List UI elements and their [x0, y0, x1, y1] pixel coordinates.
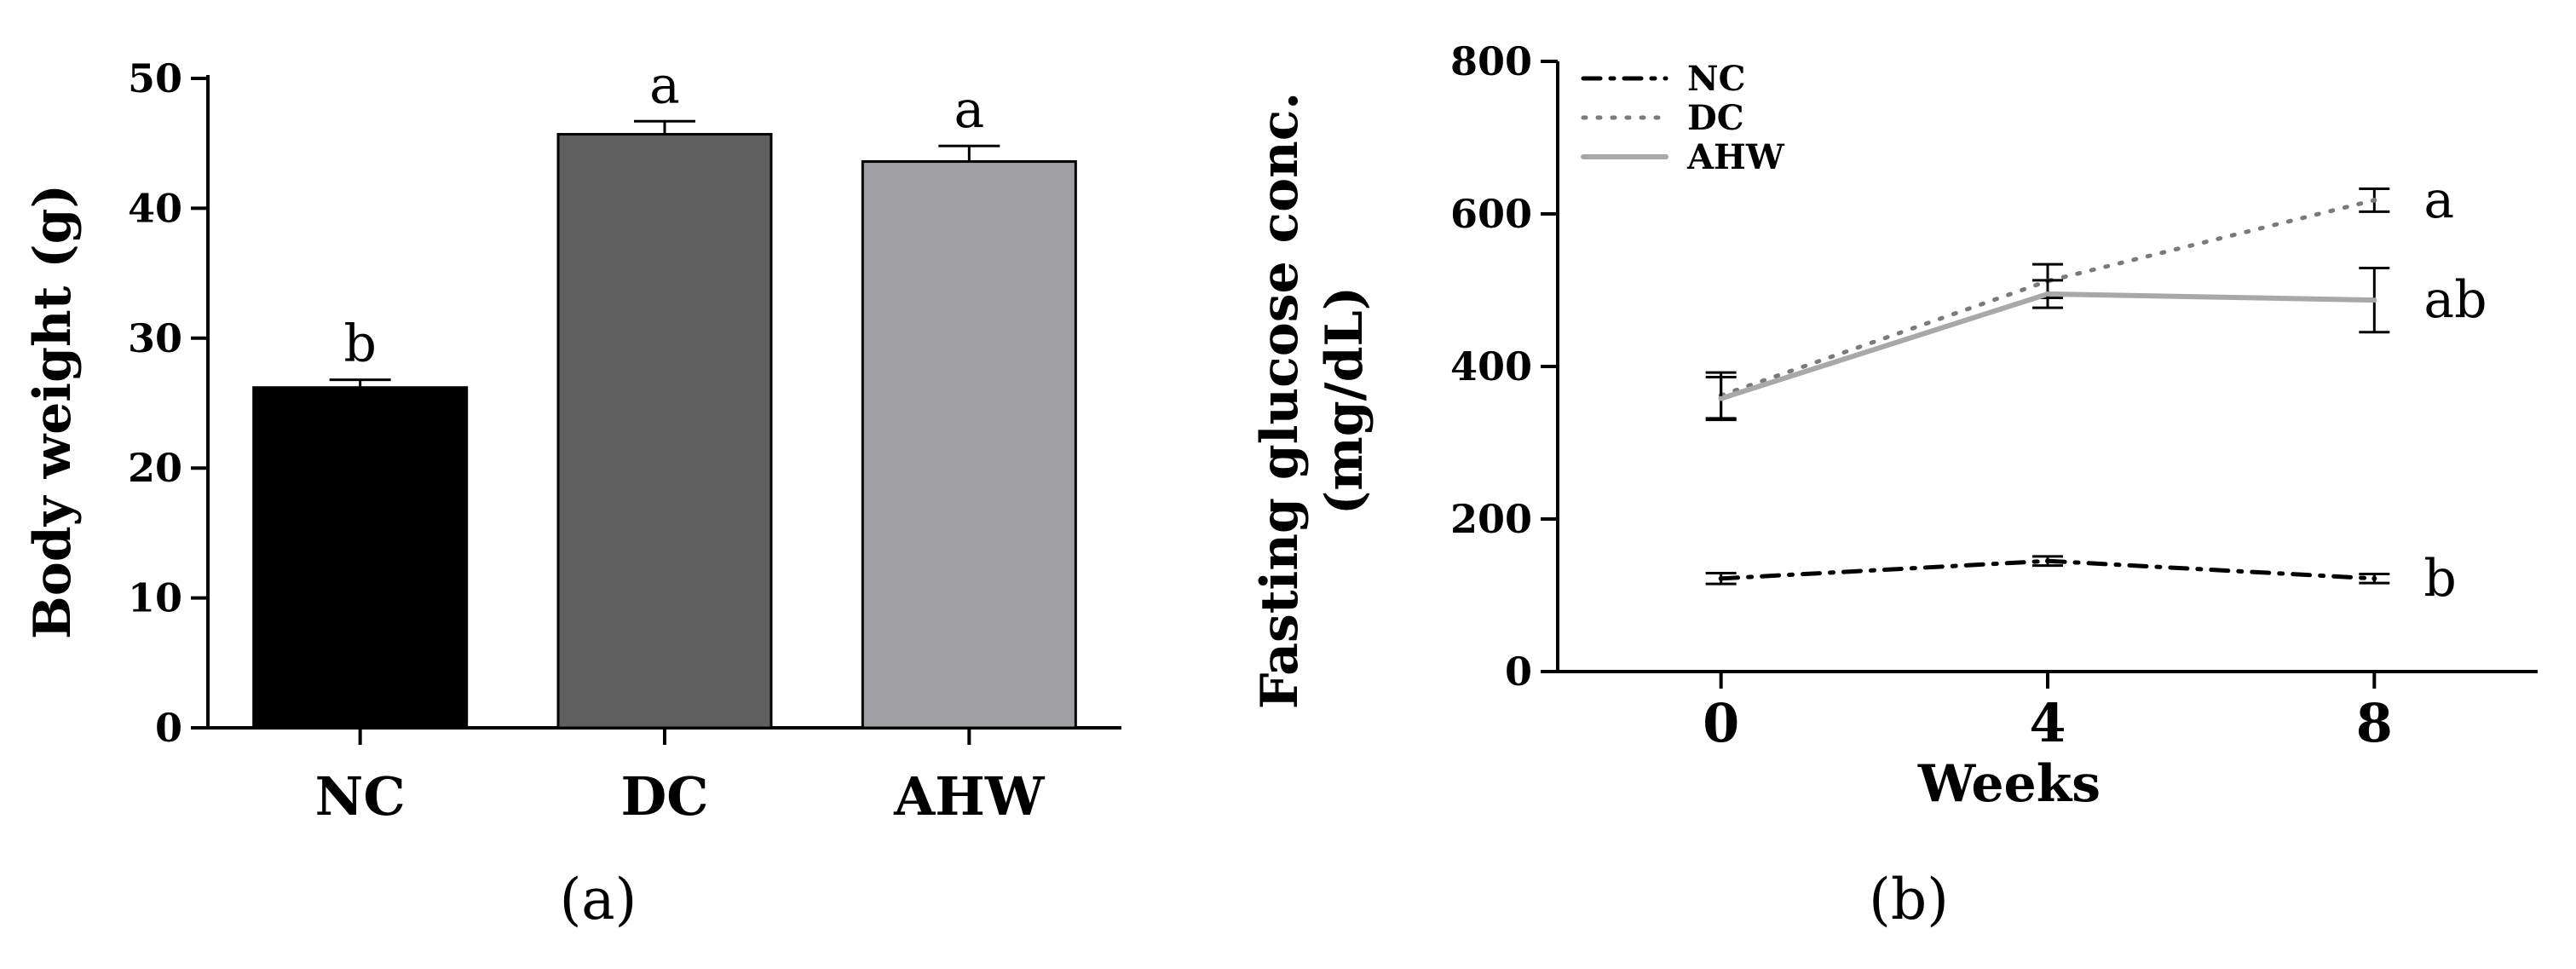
series-nc: [1705, 555, 2390, 585]
y-tick-label: 20: [128, 445, 182, 491]
data-point: [2045, 291, 2050, 297]
data-point: [2371, 575, 2377, 581]
y-tick-label: 800: [1450, 38, 1532, 84]
y-tick-label: 10: [128, 575, 182, 621]
significance-label: a: [649, 55, 680, 115]
significance-label: b: [343, 314, 376, 374]
significance-label: a: [2423, 170, 2454, 230]
x-tick-label: 0: [1703, 692, 1739, 754]
legend-label: NC: [1687, 59, 1745, 99]
data-point: [1718, 575, 1724, 581]
y-tick-label: 40: [128, 185, 182, 231]
y-tick-label: 0: [155, 705, 182, 751]
data-point: [2371, 297, 2377, 303]
data-point: [2371, 197, 2377, 203]
panel-b-line-chart: 0 200 400 600 800 0 4 8 Weeks Fasting glucose con…: [1250, 38, 2538, 932]
y-tick-label: 0: [1505, 649, 1532, 695]
category-label: DC: [620, 765, 708, 828]
y-tick-label: 200: [1450, 496, 1532, 542]
x-axis-label: Weeks: [1917, 754, 2101, 814]
significance-label: a: [954, 80, 984, 140]
bar-dc: [556, 133, 773, 730]
panel-a-bar-chart: 0 10 20 30 40 50 Body weight (g) b NC a DC a AHW (a): [23, 55, 1121, 932]
panel-label: (b): [1869, 867, 1949, 932]
y-tick-label: 30: [128, 315, 182, 361]
y-tick-label: 600: [1450, 191, 1532, 237]
significance-label: b: [2423, 549, 2456, 609]
y-axis-label-line: (mg/dL): [1315, 286, 1374, 515]
legend-label: DC: [1687, 98, 1744, 138]
y-tick-label: 50: [128, 55, 182, 101]
category-label: AHW: [893, 765, 1046, 828]
data-point: [2045, 558, 2050, 564]
bar-nc: [252, 386, 469, 730]
y-axis-label-line: Fasting glucose conc.: [1250, 92, 1310, 709]
bar-ahw: [861, 160, 1077, 730]
y-axis-label: Body weight (g): [23, 184, 83, 639]
legend-label: AHW: [1686, 137, 1785, 177]
category-label: NC: [315, 765, 406, 828]
x-tick-label: 4: [2029, 692, 2066, 754]
significance-label: ab: [2423, 270, 2487, 330]
x-tick-label: 8: [2356, 692, 2393, 754]
panel-label: (a): [560, 867, 637, 932]
y-axis-label: Fasting glucose conc. (mg/dL): [1250, 92, 1374, 709]
series-ahw: [1705, 267, 2390, 422]
data-point: [1718, 395, 1724, 401]
series-line-ahw: [1718, 291, 2377, 401]
y-tick-label: 400: [1450, 343, 1532, 389]
